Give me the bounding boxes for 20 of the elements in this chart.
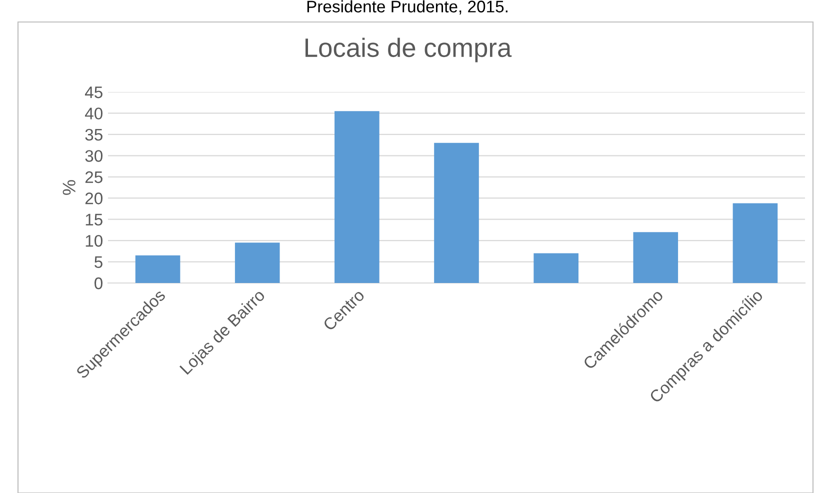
y-tick-label: 0 xyxy=(94,277,102,290)
y-tick-label: 20 xyxy=(85,192,102,204)
y-tick-label: 25 xyxy=(85,171,102,184)
bar xyxy=(633,232,678,283)
y-tick-label: 40 xyxy=(84,108,102,120)
y-tick-label: 15 xyxy=(86,214,102,226)
chart-subtitle: Presidente Prudente, 2015. xyxy=(307,0,508,14)
bar xyxy=(334,111,380,283)
y-tick-label: 30 xyxy=(85,150,102,162)
bar xyxy=(534,253,578,283)
chart-title: Locais de compra xyxy=(306,38,512,62)
y-tick-label: 45 xyxy=(84,86,102,98)
y-axis-title: % xyxy=(62,180,76,195)
bar xyxy=(135,255,180,283)
bar xyxy=(732,203,778,283)
bar xyxy=(434,142,479,283)
y-tick-label: 5 xyxy=(94,256,102,268)
y-tick-label: 10 xyxy=(86,234,102,247)
bar xyxy=(234,242,280,283)
y-tick-label: 35 xyxy=(85,128,102,141)
